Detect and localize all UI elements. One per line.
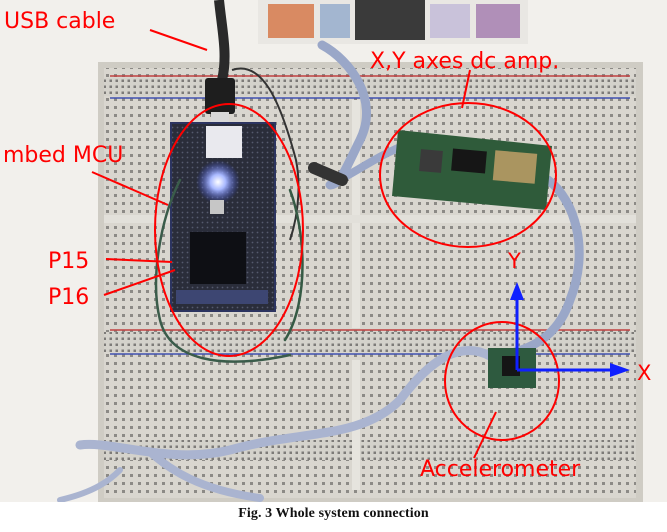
amp-arrow [461, 69, 471, 109]
accelerometer-arrow [473, 411, 497, 459]
p15-label: P15 [48, 249, 89, 274]
p16-arrow [103, 269, 176, 296]
p16-label: P16 [48, 285, 89, 310]
amp-highlight-ellipse [379, 102, 557, 248]
usb-arrow [149, 29, 208, 51]
p15-arrow [105, 258, 173, 263]
xy-dc-amp-board [392, 130, 552, 210]
accelerometer-highlight-ellipse [444, 321, 560, 441]
figure-caption: Fig. 3 Whole system connection [238, 506, 429, 521]
usb-cable-label: USB cable [4, 9, 115, 34]
mcu-highlight-ellipse [154, 103, 304, 357]
reference-card [258, 0, 528, 44]
amp-label: X,Y axes dc amp. [370, 49, 559, 74]
breadboard-photo: USB cable X,Y axes dc amp. mbed MCU P15 … [0, 0, 667, 502]
axis-arrows [510, 282, 630, 377]
mcu-arrow [91, 171, 169, 206]
x-axis-label: X [637, 361, 651, 385]
mbed-mcu-label: mbed MCU [3, 143, 123, 168]
ribbon-wires [57, 40, 584, 502]
mbed-mcu-board [170, 122, 276, 312]
accelerometer-board [488, 348, 536, 388]
annotation-marks [91, 29, 560, 459]
accelerometer-label: Accelerometer [420, 457, 581, 482]
y-axis-label: Y [507, 249, 521, 273]
